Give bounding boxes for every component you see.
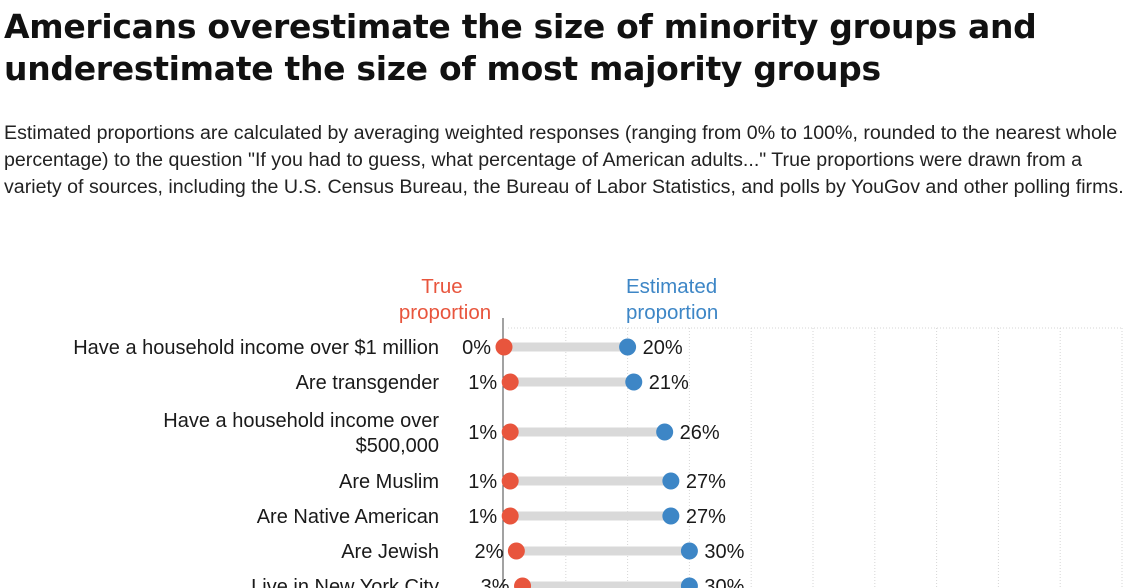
estimated-value-label: 30%: [704, 576, 744, 588]
estimated-value-label: 27%: [686, 471, 726, 493]
estimated-dot: [625, 373, 643, 391]
true-dot: [514, 577, 532, 588]
header-true-line2: proportion: [399, 301, 491, 324]
estimated-dot: [662, 472, 680, 490]
estimated-value-label: 30%: [704, 541, 744, 563]
true-dot: [501, 507, 519, 525]
true-value-label: 2%: [474, 541, 503, 563]
estimated-dot: [662, 507, 680, 525]
estimated-value-label: 27%: [686, 506, 726, 528]
row-label: Have a household income over $1 million: [73, 337, 439, 359]
estimated-value-label: 26%: [680, 422, 720, 444]
true-dot: [501, 472, 519, 490]
true-dot: [501, 423, 519, 441]
estimated-dot: [680, 577, 698, 588]
chart-title: Americans overestimate the size of minor…: [4, 7, 1037, 88]
header-estimated-line1: Estimated: [626, 275, 717, 298]
estimated-dot: [680, 542, 698, 560]
true-value-label: 1%: [468, 471, 497, 493]
estimated-dot: [656, 423, 674, 441]
true-dot: [495, 338, 513, 356]
row-label: Are Jewish: [341, 541, 439, 563]
true-dot: [501, 373, 519, 391]
row-label-line1: Have a household income over: [163, 410, 439, 432]
header-true-line1: True: [421, 275, 462, 298]
true-value-label: 1%: [468, 372, 497, 394]
row-label: Live in New York City: [251, 576, 439, 588]
true-dot: [507, 542, 525, 560]
estimated-value-label: 21%: [649, 372, 689, 394]
row-label: Are Native American: [257, 506, 439, 528]
dumbbell-chart: True proportion Estimated proportion Have a …: [73, 275, 1123, 588]
estimated-value-label: 20%: [643, 337, 683, 359]
chart-subtitle: Estimated proportions are calculated by …: [4, 122, 1124, 198]
row-label-line2: $500,000: [356, 435, 439, 457]
true-value-label: 0%: [462, 337, 491, 359]
header-estimated-line2: proportion: [626, 301, 718, 324]
true-value-label: 1%: [468, 422, 497, 444]
row-label: Are transgender: [296, 372, 440, 394]
true-value-label: 3%: [481, 576, 510, 588]
estimated-dot: [619, 338, 637, 356]
row-label: Are Muslim: [339, 471, 439, 493]
true-value-label: 1%: [468, 506, 497, 528]
